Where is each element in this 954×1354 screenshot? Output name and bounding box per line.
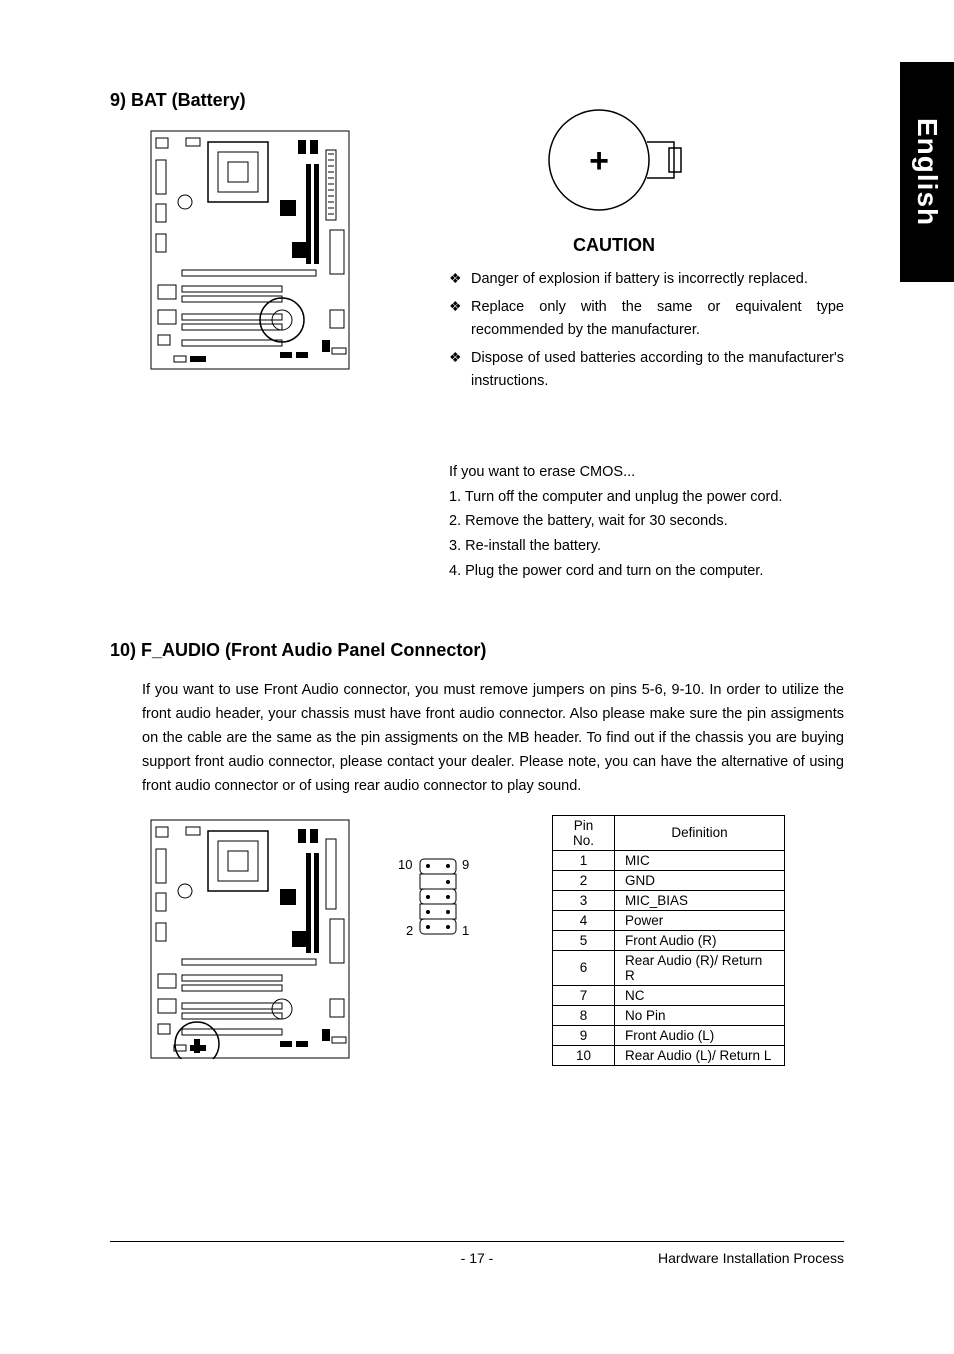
section-9-bat: 9) BAT (Battery) xyxy=(110,90,844,610)
footer-line: - 17 - Hardware Installation Process xyxy=(110,1241,844,1266)
language-tab-text: English xyxy=(911,118,943,226)
page-content: 9) BAT (Battery) xyxy=(0,0,954,1079)
table-header-def: Definition xyxy=(615,815,785,850)
pin-header-diagram: 10 9 2 1 xyxy=(370,855,520,945)
caution-text: Dispose of used batteries according to t… xyxy=(471,347,844,392)
table-row: 10Rear Audio (L)/ Return L xyxy=(553,1045,785,1065)
section-10-faudio: 10) F_AUDIO (Front Audio Panel Connector… xyxy=(110,640,844,1079)
section-9-title: 9) BAT (Battery) xyxy=(110,90,844,111)
table-row: 8No Pin xyxy=(553,1005,785,1025)
svg-text:+: + xyxy=(589,142,609,180)
bullet-icon: ❖ xyxy=(449,347,471,392)
caution-item: ❖ Replace only with the same or equivale… xyxy=(449,296,844,341)
table-row: 7NC xyxy=(553,985,785,1005)
table-row: 6Rear Audio (R)/ Return R xyxy=(553,950,785,985)
footer-page-number: - 17 - xyxy=(461,1250,494,1266)
caution-text: Replace only with the same or equivalent… xyxy=(471,296,844,341)
table-row: 5Front Audio (R) xyxy=(553,930,785,950)
section-10-body: 10 9 2 1 Pin N xyxy=(142,819,844,1079)
table-row: 1MIC xyxy=(553,850,785,870)
table-row: 4Power xyxy=(553,910,785,930)
section-10-title: 10) F_AUDIO (Front Audio Panel Connector… xyxy=(110,640,844,661)
page-footer: - 17 - Hardware Installation Process xyxy=(110,1241,844,1266)
erase-step: 3. Re-install the battery. xyxy=(449,534,844,559)
erase-intro: If you want to erase CMOS... xyxy=(449,460,844,485)
motherboard-diagram-2 xyxy=(150,819,350,1059)
erase-step: 1. Turn off the computer and unplug the … xyxy=(449,485,844,510)
caution-heading: CAUTION xyxy=(494,235,734,256)
bullet-icon: ❖ xyxy=(449,296,471,341)
pin-definition-table: Pin No. Definition 1MIC 2GND 3MIC_BIAS 4… xyxy=(552,815,785,1066)
battery-illustration: + xyxy=(524,100,704,225)
motherboard-diagram-1 xyxy=(150,130,350,370)
caution-list: ❖ Danger of explosion if battery is inco… xyxy=(449,268,844,398)
bullet-icon: ❖ xyxy=(449,268,471,290)
caution-item: ❖ Danger of explosion if battery is inco… xyxy=(449,268,844,290)
table-row: 2GND xyxy=(553,870,785,890)
table-row: 3MIC_BIAS xyxy=(553,890,785,910)
erase-step: 4. Plug the power cord and turn on the c… xyxy=(449,559,844,584)
erase-step: 2. Remove the battery, wait for 30 secon… xyxy=(449,509,844,534)
caution-item: ❖ Dispose of used batteries according to… xyxy=(449,347,844,392)
section-10-description: If you want to use Front Audio connector… xyxy=(142,679,844,799)
table-header-row: Pin No. Definition xyxy=(553,815,785,850)
language-tab: English xyxy=(900,62,954,282)
footer-section-name: Hardware Installation Process xyxy=(658,1250,844,1266)
table-row: 9Front Audio (L) xyxy=(553,1025,785,1045)
erase-cmos-section: If you want to erase CMOS... 1. Turn off… xyxy=(449,460,844,583)
caution-text: Danger of explosion if battery is incorr… xyxy=(471,268,808,290)
table-header-pin: Pin No. xyxy=(553,815,615,850)
